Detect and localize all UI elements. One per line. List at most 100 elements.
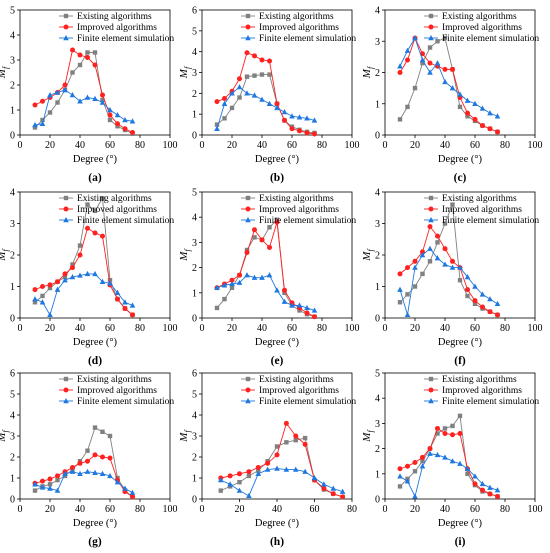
y-tick-label: 0 — [375, 495, 380, 506]
data-point-series-3 — [442, 78, 448, 85]
data-point-series-2 — [330, 491, 336, 497]
data-point-series-3 — [281, 298, 288, 304]
x-axis-title: Degree (°) — [438, 154, 483, 165]
data-point-series-2 — [259, 237, 265, 243]
panel-f: 0 20 40 60 80 100 0 1 2 3 4 Degree (°) Mf Existing al… — [361, 188, 543, 368]
series-line-2 — [34, 227, 133, 316]
data-point-series-2 — [47, 282, 53, 288]
data-point-series-3 — [244, 272, 250, 278]
x-tick-label: 20 — [45, 504, 55, 515]
legend-marker — [245, 376, 251, 382]
y-axis-title-main: M — [361, 251, 373, 262]
y-tick-label: 6 — [192, 369, 197, 380]
y-tick-label: 0 — [10, 131, 15, 142]
x-tick-label: 80 — [135, 504, 145, 515]
data-point-series-3 — [442, 261, 448, 267]
data-point-series-1 — [267, 72, 272, 77]
data-point-series-3 — [494, 487, 501, 493]
data-point-series-2 — [115, 296, 120, 302]
legend-entry: Existing algorithms — [77, 12, 152, 22]
y-tick-label: 5 — [375, 369, 380, 380]
data-point-series-3 — [39, 299, 46, 305]
data-point-series-1 — [465, 293, 470, 299]
legend-marker — [63, 13, 69, 19]
data-point-series-1 — [412, 85, 418, 91]
data-point-series-2 — [47, 476, 53, 482]
x-tick-label: 80 — [500, 504, 510, 515]
data-point-series-2 — [40, 478, 45, 484]
data-point-series-3 — [464, 465, 471, 471]
series-line-3 — [399, 37, 498, 117]
data-point-series-1 — [282, 290, 287, 295]
data-point-series-1 — [47, 110, 53, 115]
y-tick-label: 1 — [10, 106, 15, 117]
data-point-series-3 — [434, 451, 441, 458]
data-point-series-1 — [244, 74, 250, 79]
data-point-series-2 — [62, 82, 68, 88]
data-point-series-1 — [244, 247, 250, 253]
data-point-series-3 — [214, 125, 220, 131]
series-line-3 — [399, 453, 498, 498]
y-axis-title-main: M — [0, 251, 8, 262]
data-point-series-3 — [77, 98, 83, 104]
y-tick-label: 2 — [192, 453, 197, 464]
data-point-series-3 — [412, 264, 418, 270]
data-point-series-3 — [236, 279, 243, 285]
y-tick-label: 0 — [375, 314, 380, 325]
x-tick-label: 80 — [135, 323, 145, 334]
data-point-series-3 — [311, 475, 318, 481]
x-tick-label: 60 — [287, 323, 297, 334]
legend-entry: Improved algorithms — [77, 23, 157, 33]
legend-marker — [428, 387, 434, 393]
data-point-series-2 — [252, 53, 257, 59]
data-point-series-3 — [246, 492, 252, 499]
legend-marker — [63, 35, 69, 41]
data-point-series-1 — [77, 62, 83, 68]
data-point-series-3 — [77, 470, 83, 476]
panel-g: 0 20 40 60 80 100 0 1 2 3 4 5 6 Degree (°) Mf Existing … — [0, 369, 178, 549]
data-point-series-3 — [472, 473, 478, 479]
data-point-series-3 — [449, 85, 456, 91]
data-point-series-3 — [321, 481, 327, 487]
panel-e: 0 20 40 60 80 100 0 1 2 3 4 5 Degree (°) Mf Existing a… — [178, 188, 360, 368]
data-point-series-2 — [265, 460, 271, 466]
data-point-series-3 — [227, 481, 233, 487]
data-point-series-1 — [256, 468, 261, 473]
data-point-series-2 — [405, 57, 410, 63]
data-point-series-3 — [99, 470, 106, 476]
legend-marker — [63, 398, 69, 404]
data-point-series-3 — [304, 115, 310, 121]
y-tick-label: 4 — [375, 188, 380, 199]
data-point-series-3 — [464, 274, 471, 280]
x-tick-label: 40 — [75, 504, 85, 515]
data-point-series-3 — [457, 460, 463, 466]
y-axis-title: Mf — [178, 429, 192, 443]
data-point-series-2 — [92, 62, 98, 68]
legend-entry: Existing algorithms — [442, 12, 517, 22]
data-point-series-3 — [129, 118, 136, 124]
x-tick-label: 40 — [75, 323, 85, 334]
y-tick-label: 2 — [192, 89, 197, 100]
y-tick-label: 2 — [10, 81, 15, 92]
data-point-series-2 — [397, 466, 403, 472]
legend-entry: Improved algorithms — [442, 386, 522, 396]
data-point-series-3 — [427, 245, 433, 251]
plot-frame — [19, 9, 171, 136]
data-point-series-1 — [32, 300, 38, 305]
data-point-series-3 — [77, 272, 83, 278]
y-tick-label: 1 — [375, 469, 380, 480]
data-point-series-2 — [465, 110, 470, 116]
data-point-series-1 — [259, 72, 265, 77]
data-point-series-3 — [214, 284, 220, 290]
panel-b: 0 20 40 60 80 100 0 1 2 3 4 5 6 Degree (°) Mf Existing … — [178, 6, 360, 185]
data-point-series-2 — [77, 252, 83, 258]
data-point-series-1 — [427, 45, 433, 50]
y-tick-label: 6 — [10, 369, 15, 380]
data-point-series-3 — [229, 90, 235, 96]
data-point-series-1 — [40, 117, 45, 123]
data-point-series-2 — [244, 50, 250, 56]
data-point-series-3 — [99, 278, 106, 284]
legend-entry: Improved algorithms — [77, 386, 157, 396]
data-point-series-2 — [77, 460, 83, 466]
data-point-series-3 — [419, 57, 426, 63]
